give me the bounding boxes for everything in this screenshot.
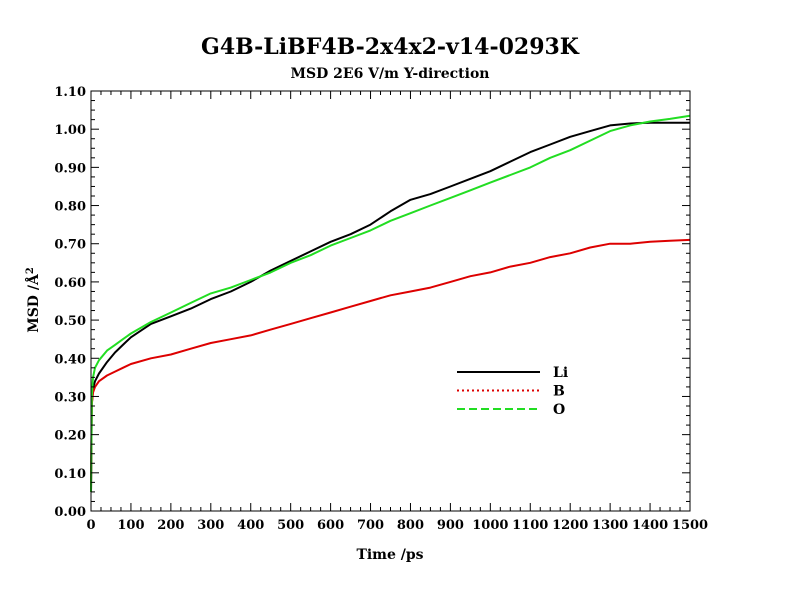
plot-frame [90,90,691,512]
x-tick-label: 0 [86,518,95,533]
y-tick-label: 0.80 [54,200,86,215]
y-tick-label: 0.70 [54,238,86,253]
legend-label-o: O [553,402,565,418]
chart-title: G4B-LiBF4B-2x4x2-v14-0293K [201,34,580,60]
x-tick-label: 1000 [472,518,508,533]
y-tick-label: 0.20 [54,429,86,444]
series-group [90,114,691,492]
y-tick-label: 0.00 [54,505,86,520]
y-axis-label-sup: 2 [25,267,36,274]
x-tick-label: 1300 [592,518,628,533]
y-axis-label-prefix: MSD / [26,284,42,333]
y-tick-label: 0.10 [54,467,86,482]
y-tick-label: 0.30 [54,390,86,405]
series-line-li [90,121,690,492]
x-tick-label: 1100 [512,518,548,533]
x-tick-label: 1200 [552,518,588,533]
y-tick-label: 1.00 [54,123,86,138]
series-line-o [90,114,691,492]
x-tick-label: 600 [317,518,344,533]
y-tick-label: 0.60 [54,276,86,291]
y-tick-label: 0.50 [54,314,86,329]
x-axis-ticks: 0 100 200 300 400 500 600 700 800 900 1000 1100 1200… [86,91,708,533]
chart-subtitle: MSD 2E6 V/m Y-direction [291,66,490,82]
x-tick-label: 1400 [632,518,668,533]
y-tick-label: 1.10 [54,85,86,100]
y-axis-ticks: 0.00 0.10 0.20 0.30 0.40 0.50 0.60 0.70 0.80 0.90… [54,85,690,520]
y-tick-label: 0.90 [54,161,86,176]
y-axis-label: MSD /Å2 [24,267,42,333]
x-tick-label: 400 [237,518,264,533]
legend: Li BO [457,365,568,418]
y-axis-label-unit: Å [24,273,42,286]
legend-label-b: B [553,384,565,400]
x-tick-label: 900 [437,518,464,533]
x-axis-label: Time /ps [356,547,423,563]
x-tick-label: 1500 [672,518,708,533]
x-tick-label: 200 [157,518,184,533]
x-tick-label: 800 [397,518,424,533]
x-tick-label: 300 [197,518,224,533]
y-tick-label: 0.40 [54,352,86,367]
legend-label-li: Li [553,365,568,381]
x-tick-label: 500 [277,518,304,533]
x-tick-label: 100 [117,518,144,533]
series-line-b [90,238,691,492]
x-tick-label: 700 [357,518,384,533]
